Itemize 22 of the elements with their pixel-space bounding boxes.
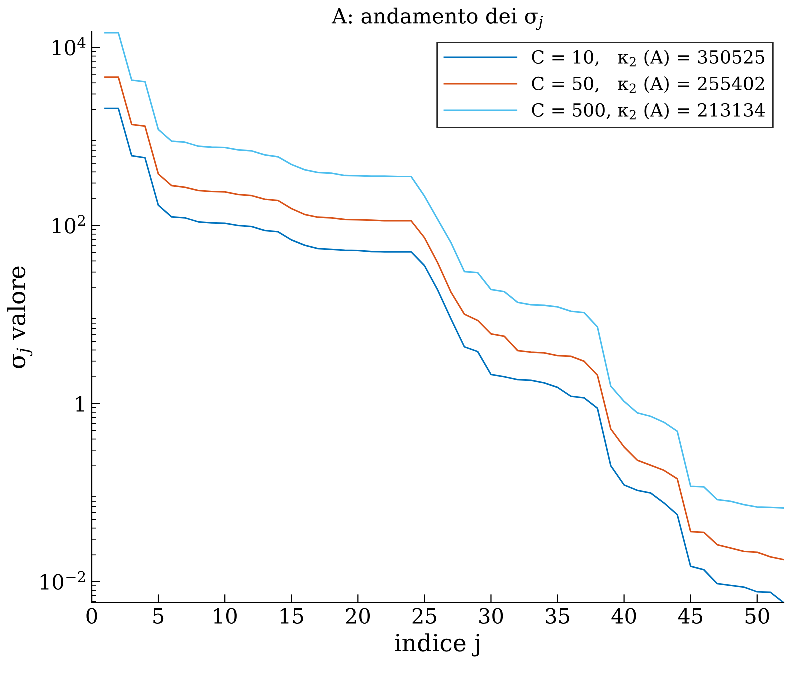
- chart-title: A: andamento dei σ$_{j}$: [332, 8, 544, 30]
- legend-label: C = 500, κ$_{2}$ (A) = 213134: [532, 103, 766, 120]
- line-series: [104, 32, 784, 509]
- x-tick-label: 30: [480, 608, 504, 624]
- x-tick-label: 50: [746, 608, 770, 624]
- x-tick-label: 20: [346, 608, 370, 624]
- y-tick-label: 10$^{2}$: [53, 215, 86, 234]
- x-tick-label: 15: [280, 608, 304, 624]
- x-tick-label: 45: [678, 608, 702, 624]
- x-tick-label: 10: [214, 608, 237, 624]
- x-axis-title: indice j: [395, 634, 480, 657]
- legend-label: C = 10, κ$_{2}$ (A) = 350525: [532, 50, 765, 67]
- y-tick-label: 10$^{4}$: [53, 37, 86, 56]
- x-tick-label: 5: [154, 608, 164, 624]
- x-tick-label: 40: [612, 608, 636, 624]
- x-tick-label: 0: [86, 608, 98, 624]
- x-tick-label: 25: [412, 608, 436, 624]
- legend-label: C = 50, κ$_{2}$ (A) = 255402: [532, 76, 764, 94]
- x-tick-label: 35: [546, 608, 570, 624]
- y-tick-label: 10$^{−2}$: [40, 571, 86, 590]
- y-axis-title: σ$_{j}$ valore: [7, 266, 33, 368]
- y-tick-label: 1: [76, 396, 84, 412]
